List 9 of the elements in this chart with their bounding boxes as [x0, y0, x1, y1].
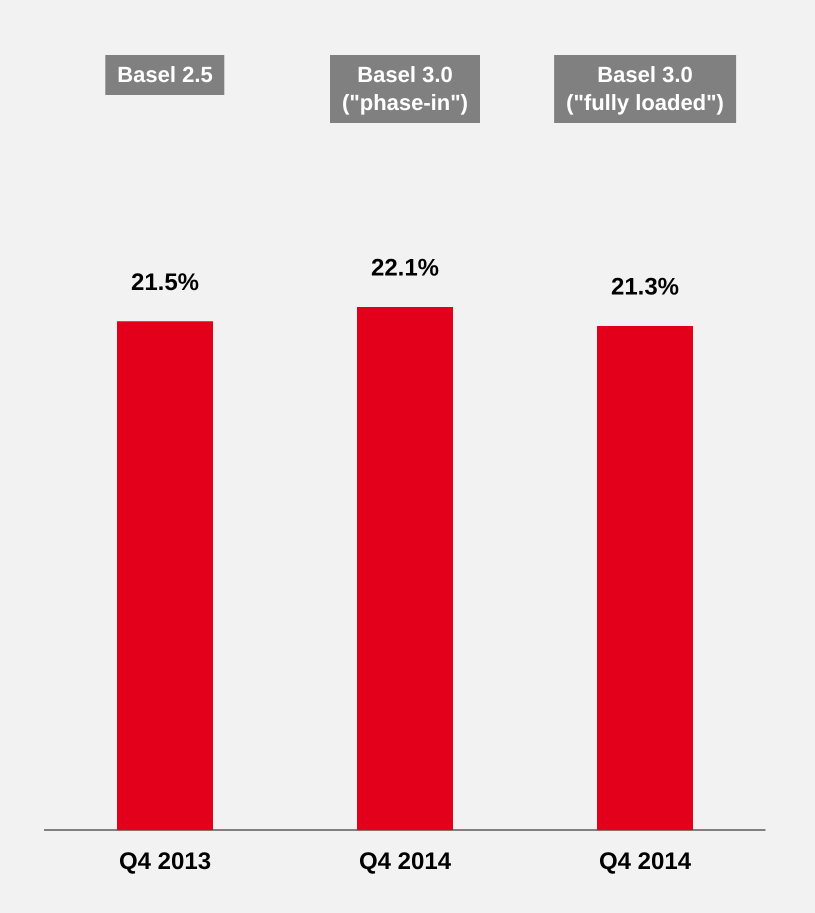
text: Basel 3.0 ("fully loaded") — [554, 55, 736, 123]
x-tick-label: Q4 2014 — [598, 848, 692, 876]
text: Basel 3.0 ("phase-in") — [330, 55, 480, 123]
text: Basel 2.5 — [105, 55, 225, 95]
data-label: 22.1% — [370, 254, 440, 282]
data-label: 21.5% — [130, 268, 200, 296]
x-tick-label: Q4 2013 — [118, 848, 212, 876]
data-label: 21.3% — [610, 274, 680, 301]
x-tick-label: Q4 2014 — [358, 848, 452, 876]
